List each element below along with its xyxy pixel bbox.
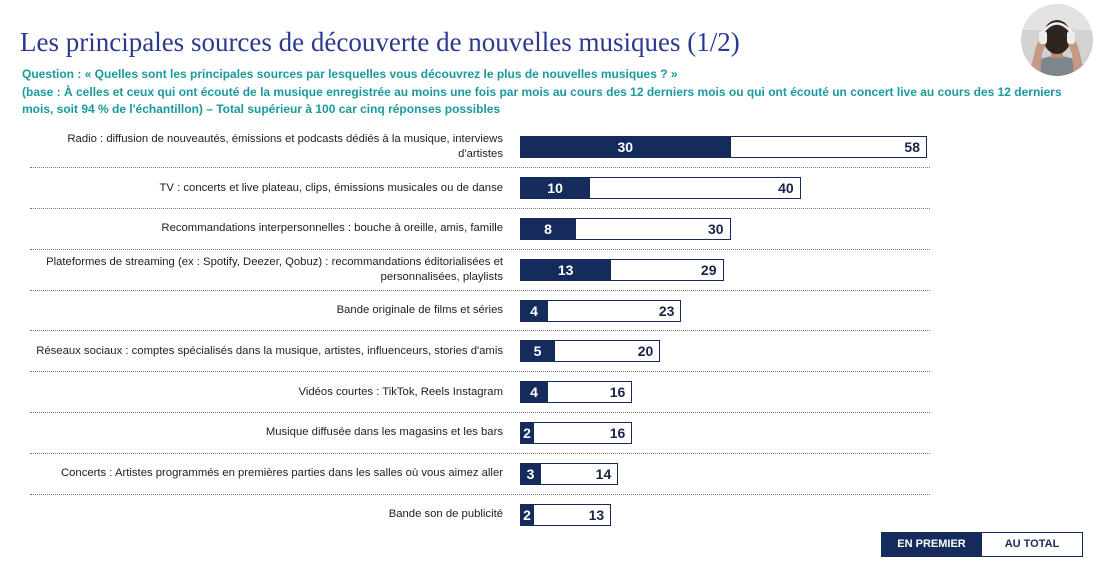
row-divider: [30, 167, 930, 169]
category-label: Vidéos courtes : TikTok, Reels Instagram: [298, 385, 503, 398]
data-label-en-premier: 3: [526, 465, 535, 482]
data-label-en-premier: 2: [523, 506, 531, 523]
chart-row: Réseaux sociaux : comptes spécialisés da…: [0, 331, 1101, 373]
data-label-en-premier: 5: [533, 343, 542, 360]
row-divider: [30, 452, 930, 454]
chart-legend: EN PREMIER AU TOTAL: [881, 532, 1083, 557]
category-label: Recommandations interpersonnelles : bouc…: [161, 222, 503, 235]
data-label-en-premier: 2: [523, 424, 531, 441]
bar-chart: Radio : diffusion de nouveautés, émissio…: [0, 127, 1101, 535]
data-label-en-premier: 4: [530, 302, 538, 319]
bar-en-premier: [520, 136, 731, 159]
data-label-en-premier: 13: [557, 261, 574, 278]
legend-au-total: AU TOTAL: [982, 532, 1083, 557]
category-label: Réseaux sociaux : comptes spécialisés da…: [36, 344, 503, 357]
data-label-au-total: 20: [637, 343, 654, 360]
data-label-au-total: 40: [778, 180, 794, 197]
row-divider: [30, 289, 930, 291]
bar-en-premier: [520, 177, 591, 200]
row-divider: [30, 412, 930, 414]
data-label-en-premier: 4: [530, 384, 538, 401]
category-label: Plateformes de streaming (ex : Spotify, …: [46, 255, 503, 283]
data-label-au-total: 16: [609, 424, 626, 441]
chart-row: Bande originale de films et séries 4 23: [0, 290, 1101, 332]
category-label: Bande originale de films et séries: [336, 304, 503, 317]
category-label: Musique diffusée dans les magasins et le…: [265, 426, 503, 439]
bar-en-premier: [520, 258, 612, 281]
data-label-en-premier: 30: [617, 139, 634, 156]
data-label-au-total: 14: [595, 465, 612, 482]
category-label: TV : concerts et live plateau, clips, ém…: [159, 181, 503, 194]
data-label-au-total: 23: [658, 302, 675, 319]
chart-row: Bande son de publicité 2 13: [0, 494, 1101, 535]
page-title: Les principales sources de découverte de…: [20, 27, 740, 57]
row-divider: [30, 330, 930, 332]
data-label-au-total: 16: [609, 384, 626, 401]
bar-en-premier: [520, 381, 549, 404]
avatar: [1021, 4, 1093, 76]
bar-en-premier: [520, 421, 535, 444]
data-label-au-total: 58: [904, 139, 920, 156]
data-label-au-total: 13: [588, 506, 605, 523]
base-note: (base : À celles et ceux qui ont écouté …: [22, 84, 1062, 117]
category-label: Radio : diffusion de nouveautés, émissio…: [67, 133, 503, 161]
legend-en-premier: EN PREMIER: [881, 532, 982, 557]
row-divider: [30, 493, 930, 495]
data-label-au-total: 29: [700, 261, 717, 278]
person-with-headphones-photo: [1021, 4, 1093, 76]
chart-row: Plateformes de streaming (ex : Spotify, …: [0, 249, 1101, 291]
question-text: Question : « Quelles sont les principale…: [22, 67, 678, 81]
bar-en-premier: [520, 503, 535, 526]
chart-row: Concerts : Artistes programmés en premiè…: [0, 453, 1101, 495]
chart-row: Recommandations interpersonnelles : bouc…: [0, 209, 1101, 250]
category-label: Concerts : Artistes programmés en premiè…: [60, 467, 503, 480]
data-label-en-premier: 8: [544, 220, 552, 237]
chart-row: TV : concerts et live plateau, clips, ém…: [0, 168, 1101, 210]
chart-row: Radio : diffusion de nouveautés, émissio…: [0, 127, 1101, 169]
row-divider: [30, 248, 930, 250]
bar-en-premier: [520, 299, 549, 322]
chart-row: Vidéos courtes : TikTok, Reels Instagram…: [0, 372, 1101, 414]
data-label-en-premier: 10: [547, 180, 563, 197]
bar-en-premier: [520, 462, 542, 485]
row-divider: [30, 371, 930, 373]
chart-row: Musique diffusée dans les magasins et le…: [0, 413, 1101, 454]
category-label: Bande son de publicité: [388, 508, 503, 521]
bar-en-premier: [520, 217, 577, 240]
data-label-au-total: 30: [707, 220, 724, 237]
bar-en-premier: [520, 340, 556, 363]
row-divider: [30, 208, 930, 210]
